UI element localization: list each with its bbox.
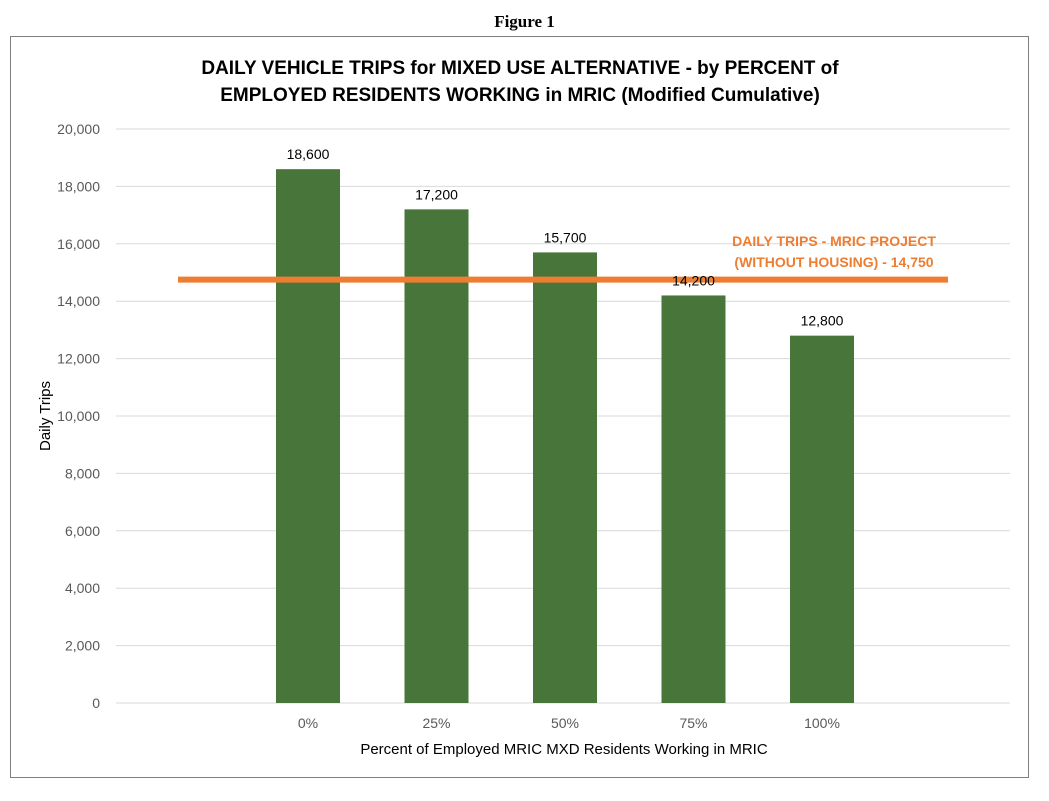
- y-tick-label: 10,000: [57, 408, 100, 424]
- y-tick-label: 6,000: [65, 523, 100, 539]
- chart-title-line-2: EMPLOYED RESIDENTS WORKING in MRIC (Modi…: [220, 85, 820, 106]
- x-tick-label: 50%: [551, 715, 579, 731]
- figure-caption: Figure 1: [494, 12, 555, 31]
- y-tick-label: 4,000: [65, 580, 100, 596]
- y-tick-label: 18,000: [57, 178, 100, 194]
- chart-title-line-1: DAILY VEHICLE TRIPS for MIXED USE ALTERN…: [201, 58, 839, 79]
- y-tick-label: 14,000: [57, 293, 100, 309]
- data-label: 14,200: [672, 272, 715, 288]
- data-label: 15,700: [544, 229, 587, 245]
- bar: [276, 169, 340, 703]
- reference-line-label: DAILY TRIPS - MRIC PROJECT: [732, 233, 936, 249]
- bar: [533, 252, 597, 703]
- data-label: 12,800: [801, 313, 844, 329]
- data-label: 18,600: [287, 146, 330, 162]
- y-tick-label: 0: [92, 695, 100, 711]
- x-tick-label: 75%: [679, 715, 707, 731]
- x-tick-label: 100%: [804, 715, 840, 731]
- y-tick-label: 2,000: [65, 638, 100, 654]
- bar: [790, 335, 854, 703]
- chart-frame: [10, 36, 1029, 778]
- y-tick-label: 12,000: [57, 351, 100, 367]
- x-axis-title: Percent of Employed MRIC MXD Residents W…: [360, 741, 768, 758]
- x-tick-label: 25%: [422, 715, 450, 731]
- y-tick-label: 8,000: [65, 465, 100, 481]
- y-tick-label: 20,000: [57, 121, 100, 137]
- y-tick-label: 16,000: [57, 236, 100, 252]
- reference-line-label: (WITHOUT HOUSING) - 14,750: [734, 254, 933, 270]
- bar: [661, 295, 726, 703]
- y-axis-title: Daily Trips: [37, 381, 54, 451]
- data-label: 17,200: [415, 186, 458, 202]
- bar: [404, 209, 469, 704]
- x-tick-label: 0%: [298, 715, 318, 731]
